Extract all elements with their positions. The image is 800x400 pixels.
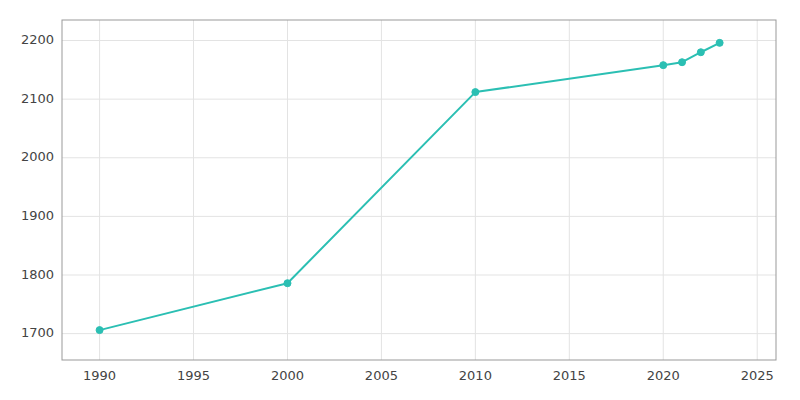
point: [697, 49, 704, 56]
x-tick-label: 1995: [177, 368, 210, 383]
point: [660, 62, 667, 69]
point: [472, 89, 479, 96]
plot-frame: [62, 20, 776, 360]
tick-labels: 1700 1800 1900 2000 2100 2200 1990 1995 2000 2005…: [21, 32, 774, 383]
point: [284, 280, 291, 287]
x-grid-line: [757, 20, 758, 360]
y-grid-line: [62, 157, 776, 158]
y-tick-label: 1900: [21, 208, 54, 223]
grid: [62, 20, 776, 360]
y-grid-line: [62, 333, 776, 334]
x-grid-line: [287, 20, 288, 360]
y-grid-line: [62, 275, 776, 276]
line: [100, 43, 720, 330]
data-layer: [96, 39, 723, 333]
y-grid-line: [62, 216, 776, 217]
x-tick-label: 2020: [647, 368, 680, 383]
y-tick-label: 1700: [21, 325, 54, 340]
x-grid-line: [569, 20, 570, 360]
x-tick-label: 1990: [83, 368, 116, 383]
x-tick-label: 2010: [459, 368, 492, 383]
chart-svg: 1700 1800 1900 2000 2100 2200 1990 1995 2000 2005…: [0, 0, 800, 400]
y-grid-line: [62, 99, 776, 100]
y-grid-line: [62, 40, 776, 41]
x-grid-line: [99, 20, 100, 360]
y-tick-label: 2100: [21, 91, 54, 106]
y-tick-label: 1800: [21, 267, 54, 282]
x-grid-line: [381, 20, 382, 360]
x-grid-line: [193, 20, 194, 360]
y-tick-label: 2000: [21, 149, 54, 164]
point: [679, 59, 686, 66]
point: [716, 39, 723, 46]
x-tick-label: 2000: [271, 368, 304, 383]
y-tick-label: 2200: [21, 32, 54, 47]
x-tick-label: 2005: [365, 368, 398, 383]
x-grid-line: [663, 20, 664, 360]
x-grid-line: [475, 20, 476, 360]
point: [96, 327, 103, 334]
chart-container: 1700 1800 1900 2000 2100 2200 1990 1995 2000 2005…: [0, 0, 800, 400]
x-tick-label: 2015: [553, 368, 586, 383]
x-tick-label: 2025: [741, 368, 774, 383]
